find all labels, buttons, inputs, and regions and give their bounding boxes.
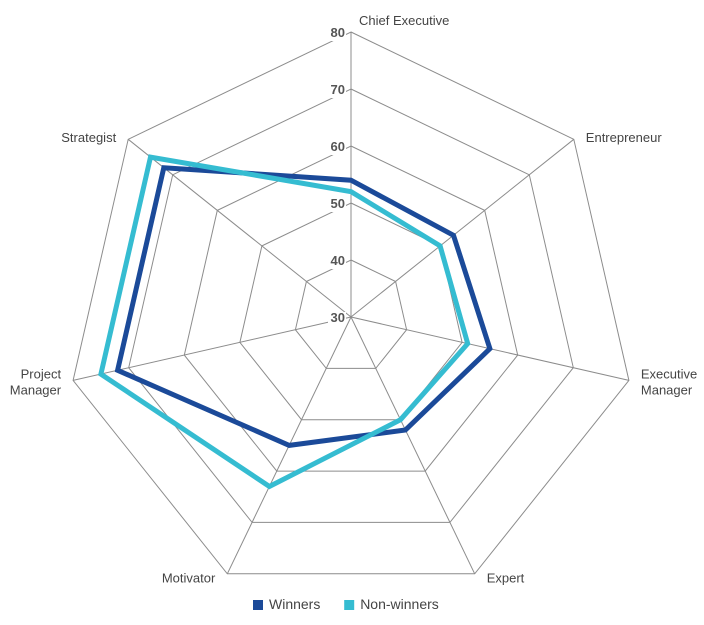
series-winners-line — [114, 165, 493, 448]
radar-series — [98, 154, 493, 490]
tick-label-60: 60 — [331, 139, 345, 154]
grid-ring-40 — [294, 259, 408, 369]
spoke-project-manager — [72, 316, 352, 381]
radar-grid — [72, 31, 630, 575]
tick-label-30: 30 — [331, 310, 345, 325]
tick-label-bg — [328, 141, 346, 155]
category-label-strategist: Strategist — [61, 130, 116, 145]
tick-label-40: 40 — [331, 253, 345, 268]
category-label-chief-executive: Chief Executive — [359, 13, 449, 28]
category-label-entrepreneur: Entrepreneur — [586, 130, 663, 145]
category-label-executive-manager: Executive Manager — [641, 366, 697, 397]
spoke-entrepreneur — [350, 138, 575, 318]
category-label-expert: Expert — [487, 570, 525, 585]
radial-tick-labels: 30 40 50 60 70 80 — [328, 25, 346, 326]
tick-label-70: 70 — [331, 82, 345, 97]
grid-ring-60 — [183, 145, 519, 472]
tick-label-80: 80 — [331, 25, 345, 40]
category-labels: Chief Executive Entrepreneur Executive Mana… — [10, 13, 697, 585]
grid-ring-80 — [72, 31, 630, 575]
tick-label-bg — [328, 84, 346, 98]
tick-label-bg — [328, 27, 346, 41]
category-label-motivator: Motivator — [162, 570, 216, 585]
series-non-winners-line — [98, 154, 471, 490]
spoke-expert — [350, 316, 476, 575]
legend-label-winners: Winners — [269, 596, 320, 612]
tick-label-50: 50 — [331, 196, 345, 211]
legend-label-non-winners: Non-winners — [360, 596, 439, 612]
legend-swatch-non-winners — [344, 600, 355, 610]
spoke-strategist — [127, 138, 352, 318]
tick-label-bg — [328, 198, 346, 212]
grid-ring-70 — [128, 88, 574, 523]
tick-label-bg — [328, 255, 346, 269]
legend-swatch-winners — [253, 600, 263, 610]
legend: Winners Non-winners — [253, 596, 439, 612]
category-label-project-manager: Project Manager — [10, 366, 62, 397]
tick-label-bg — [328, 312, 346, 326]
